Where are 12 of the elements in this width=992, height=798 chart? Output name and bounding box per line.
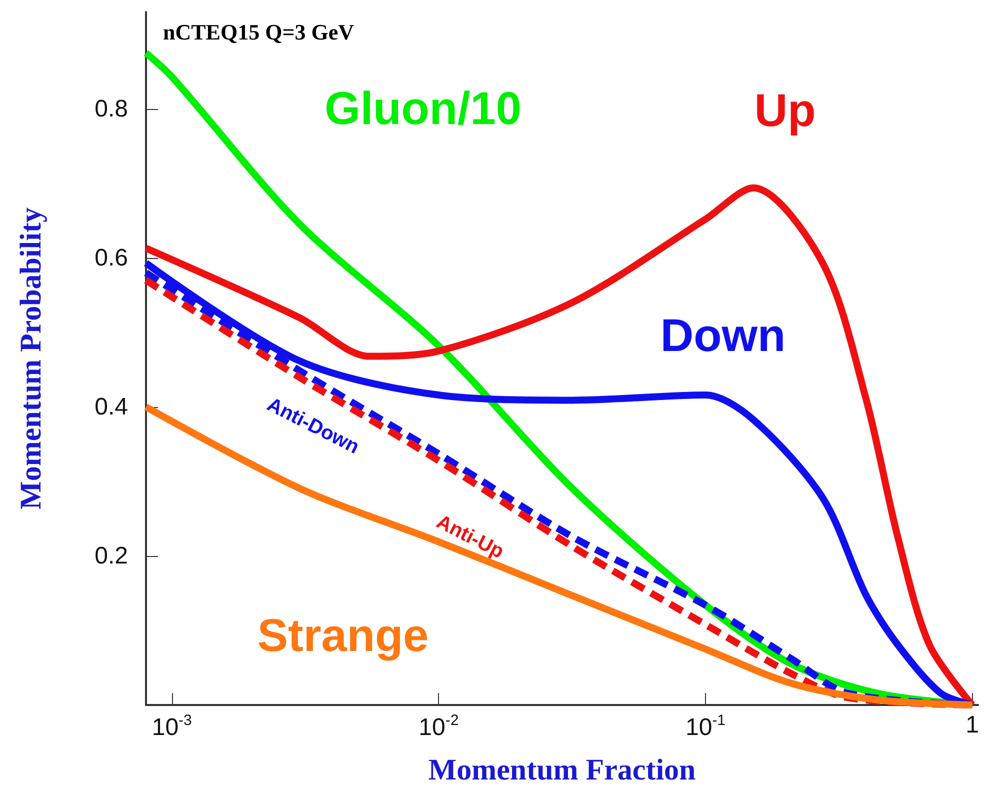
- series-label: Up: [754, 84, 816, 136]
- y-tick-label: 0.4: [94, 393, 128, 420]
- x-axis-title: Momentum Fraction: [428, 754, 696, 786]
- series-label: Strange: [257, 609, 429, 661]
- y-tick-label: 0.2: [94, 542, 128, 570]
- x-tick-label: 1: [966, 712, 980, 738]
- y-tick-label: 0.6: [94, 244, 128, 272]
- series-label: Gluon/10: [324, 82, 522, 134]
- y-tick-label: 0.8: [94, 95, 128, 122]
- chart-title: nCTEQ15 Q=3 GeV: [163, 20, 354, 44]
- y-axis-title: Momentum Probability: [14, 208, 48, 510]
- series-label: Down: [660, 309, 786, 361]
